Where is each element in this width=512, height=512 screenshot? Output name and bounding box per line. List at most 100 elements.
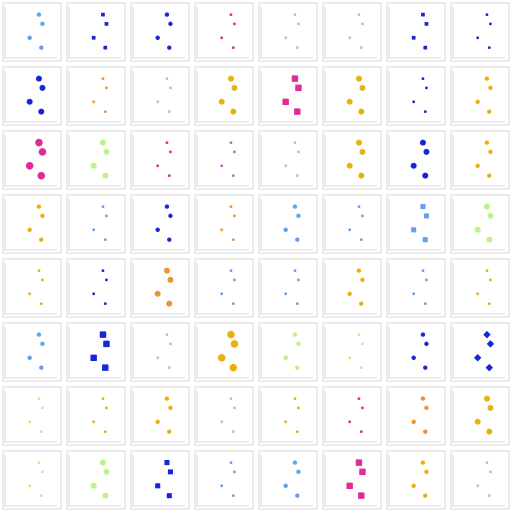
circle-dot-icon bbox=[487, 302, 491, 306]
thumbnail-tile[interactable] bbox=[450, 258, 510, 318]
thumbnail-tile[interactable] bbox=[322, 2, 382, 62]
thumbnail-tile[interactable] bbox=[258, 2, 318, 62]
thumbnail-tile[interactable] bbox=[322, 66, 382, 126]
thumbnail-tile[interactable] bbox=[450, 322, 510, 382]
thumbnail-tile[interactable] bbox=[194, 450, 254, 510]
circle-dot-icon bbox=[295, 302, 299, 306]
thumbnail-tile[interactable] bbox=[130, 66, 190, 126]
tile-axis bbox=[132, 135, 185, 187]
tile-frame bbox=[194, 2, 254, 62]
thumbnail-tile[interactable] bbox=[386, 450, 446, 510]
tile-frame bbox=[66, 2, 126, 62]
thumbnail-tile[interactable] bbox=[130, 450, 190, 510]
thumbnail-tile[interactable] bbox=[386, 2, 446, 62]
tile-frame bbox=[66, 450, 126, 510]
circle-dot-icon bbox=[356, 268, 362, 273]
thumbnail-tile[interactable] bbox=[66, 66, 126, 126]
thumbnail-tile[interactable] bbox=[130, 322, 190, 382]
circle-dot-icon bbox=[425, 278, 428, 282]
tile-frame bbox=[194, 130, 254, 190]
thumbnail-tile[interactable] bbox=[322, 130, 382, 190]
circle-dot-icon bbox=[475, 163, 480, 168]
thumbnail-tile[interactable] bbox=[2, 2, 62, 62]
thumbnail-tile[interactable] bbox=[2, 450, 62, 510]
thumbnail-tile[interactable] bbox=[2, 66, 62, 126]
tile-axis bbox=[132, 71, 185, 123]
thumbnail-tile[interactable] bbox=[450, 130, 510, 190]
thumbnail-tile[interactable] bbox=[258, 450, 318, 510]
thumbnail-tile[interactable] bbox=[322, 194, 382, 254]
thumbnail-tile[interactable] bbox=[450, 386, 510, 446]
circle-dot-icon bbox=[411, 419, 416, 424]
thumbnail-tile[interactable] bbox=[66, 322, 126, 382]
circle-dot-icon bbox=[423, 429, 428, 434]
circle-dot-icon bbox=[487, 46, 491, 50]
thumbnail-tile[interactable] bbox=[66, 386, 126, 446]
thumbnail-tile[interactable] bbox=[258, 130, 318, 190]
circle-dot-icon bbox=[156, 356, 160, 360]
thumbnail-tile[interactable] bbox=[66, 258, 126, 318]
thumbnail-tile[interactable] bbox=[450, 2, 510, 62]
thumbnail-tile[interactable] bbox=[2, 130, 62, 190]
thumbnail-tile[interactable] bbox=[2, 386, 62, 446]
thumbnail-tile[interactable] bbox=[386, 130, 446, 190]
thumbnail-tile[interactable] bbox=[258, 66, 318, 126]
thumbnail-tile[interactable] bbox=[130, 258, 190, 318]
circle-dot-icon bbox=[284, 420, 288, 424]
thumbnail-tile[interactable] bbox=[450, 194, 510, 254]
thumbnail-tile[interactable] bbox=[66, 450, 126, 510]
tile-axis bbox=[132, 455, 185, 507]
thumbnail-tile[interactable] bbox=[258, 386, 318, 446]
circle-dot-icon bbox=[37, 397, 41, 400]
thumbnail-tile[interactable] bbox=[194, 386, 254, 446]
square-dot-icon bbox=[411, 227, 417, 233]
circle-dot-icon bbox=[38, 148, 47, 156]
circle-dot-icon bbox=[37, 461, 41, 464]
thumbnail-tile[interactable] bbox=[322, 386, 382, 446]
thumbnail-tile[interactable] bbox=[2, 258, 62, 318]
thumbnail-tile[interactable] bbox=[130, 386, 190, 446]
circle-dot-icon bbox=[487, 494, 491, 498]
thumbnail-tile[interactable] bbox=[130, 130, 190, 190]
thumbnail-tile[interactable] bbox=[66, 2, 126, 62]
thumbnail-tile[interactable] bbox=[386, 322, 446, 382]
tile-frame bbox=[194, 450, 254, 510]
thumbnail-tile[interactable] bbox=[450, 66, 510, 126]
circle-dot-icon bbox=[359, 430, 363, 434]
thumbnail-tile[interactable] bbox=[66, 130, 126, 190]
thumbnail-tile[interactable] bbox=[386, 194, 446, 254]
thumbnail-tile[interactable] bbox=[386, 258, 446, 318]
thumbnail-tile[interactable] bbox=[258, 322, 318, 382]
thumbnail-tile[interactable] bbox=[2, 322, 62, 382]
thumbnail-tile[interactable] bbox=[386, 386, 446, 446]
thumbnail-tile[interactable] bbox=[194, 322, 254, 382]
circle-dot-icon bbox=[229, 141, 233, 145]
circle-dot-icon bbox=[231, 494, 235, 498]
thumbnail-tile[interactable] bbox=[450, 450, 510, 510]
tile-frame bbox=[386, 450, 446, 510]
thumbnail-tile[interactable] bbox=[130, 2, 190, 62]
thumbnail-tile[interactable] bbox=[2, 194, 62, 254]
thumbnail-tile[interactable] bbox=[194, 2, 254, 62]
thumbnail-tile[interactable] bbox=[322, 450, 382, 510]
circle-dot-icon bbox=[25, 162, 34, 170]
thumbnail-tile[interactable] bbox=[258, 258, 318, 318]
thumbnail-tile[interactable] bbox=[194, 194, 254, 254]
circle-dot-icon bbox=[163, 267, 170, 274]
thumbnail-tile[interactable] bbox=[130, 194, 190, 254]
thumbnail-tile[interactable] bbox=[194, 258, 254, 318]
thumbnail-tile[interactable] bbox=[386, 66, 446, 126]
circle-dot-icon bbox=[483, 395, 490, 402]
thumbnail-tile[interactable] bbox=[66, 194, 126, 254]
circle-dot-icon bbox=[105, 406, 108, 410]
thumbnail-tile[interactable] bbox=[322, 322, 382, 382]
thumbnail-tile[interactable] bbox=[194, 66, 254, 126]
tile-frame bbox=[386, 322, 446, 382]
thumbnail-tile[interactable] bbox=[258, 194, 318, 254]
circle-dot-icon bbox=[40, 21, 45, 27]
tile-frame bbox=[130, 2, 190, 62]
thumbnail-tile[interactable] bbox=[194, 130, 254, 190]
circle-dot-icon bbox=[92, 420, 96, 424]
thumbnail-tile[interactable] bbox=[322, 258, 382, 318]
circle-dot-icon bbox=[92, 100, 96, 104]
